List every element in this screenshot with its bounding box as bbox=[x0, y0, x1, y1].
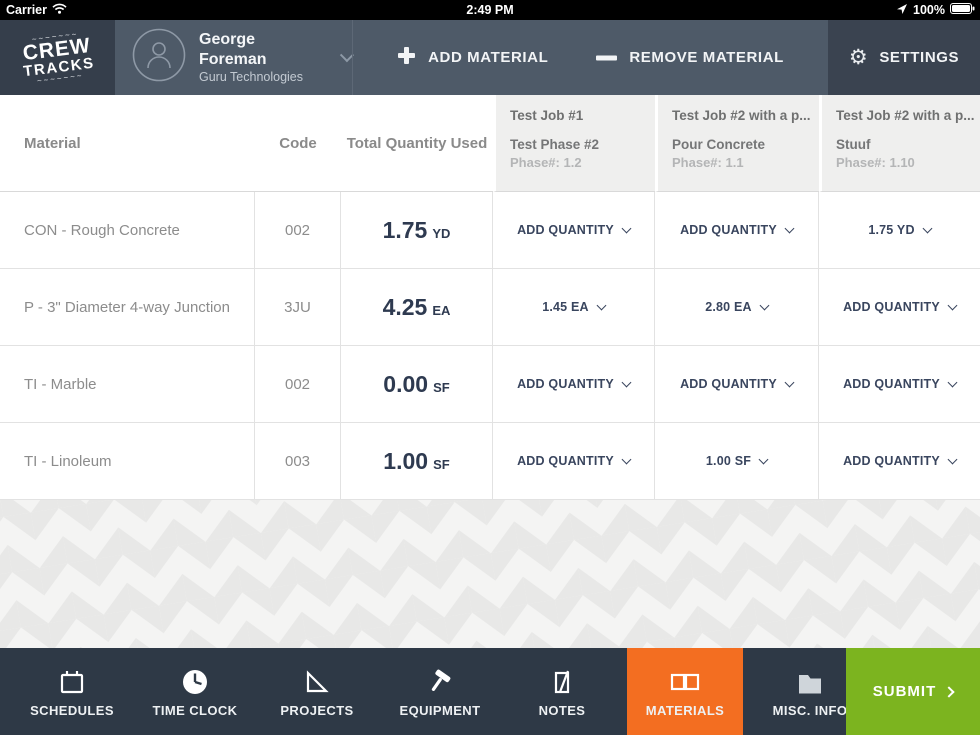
carrier-label: Carrier bbox=[6, 3, 47, 17]
nav-item-projects[interactable]: PROJECTS bbox=[256, 648, 378, 735]
material-code: 002 bbox=[255, 192, 341, 269]
submit-button[interactable]: SUBMIT bbox=[846, 648, 980, 735]
chevron-down-icon bbox=[759, 300, 770, 310]
chevron-down-icon bbox=[596, 300, 607, 310]
chevron-down-icon bbox=[621, 223, 632, 233]
chevron-right-icon bbox=[943, 685, 955, 698]
chevron-down-icon bbox=[784, 223, 795, 233]
add-material-button[interactable]: ADD MATERIAL bbox=[397, 46, 548, 69]
quantity-dropdown[interactable]: ADD QUANTITY bbox=[493, 423, 655, 500]
column-header-material: Material bbox=[0, 95, 255, 192]
quantity-dropdown[interactable]: ADD QUANTITY bbox=[655, 192, 819, 269]
header-actions: ADD MATERIAL REMOVE MATERIAL bbox=[353, 20, 828, 95]
quantity-dropdown[interactable]: 1.00 SF bbox=[655, 423, 819, 500]
user-name: George Foreman bbox=[199, 30, 267, 68]
quantity-dropdown[interactable]: ADD QUANTITY bbox=[819, 423, 980, 500]
battery-percent: 100% bbox=[913, 3, 945, 17]
total-quantity: 4.25 EA bbox=[341, 269, 493, 346]
column-header-job-2[interactable]: Test Job #2 with a p... Pour Concrete Ph… bbox=[655, 95, 819, 192]
app-header: ~~~~~~~ CREW TRACKS ~~~~~~~ George Forem… bbox=[0, 20, 980, 95]
crewtracks-logo[interactable]: ~~~~~~~ CREW TRACKS ~~~~~~~ bbox=[0, 20, 115, 95]
nav-item-equipment[interactable]: EQUIPMENT bbox=[379, 648, 501, 735]
gear-icon: ⚙ bbox=[848, 45, 869, 69]
chevron-down-icon bbox=[621, 454, 632, 464]
notes-pencil-icon bbox=[547, 665, 577, 697]
material-name: TI - Marble bbox=[0, 346, 255, 423]
hammer-icon bbox=[425, 665, 455, 697]
table-body: CON - Rough Concrete 002 1.75 YD ADD QUAN… bbox=[0, 192, 980, 500]
chevron-down-icon bbox=[922, 223, 933, 233]
nav-item-time-clock[interactable]: TIME CLOCK bbox=[134, 648, 256, 735]
chevron-down-icon bbox=[947, 377, 958, 387]
user-company: Guru Technologies bbox=[199, 69, 304, 84]
logo-text: ~~~~~~~ CREW TRACKS ~~~~~~~ bbox=[19, 29, 96, 85]
total-quantity: 1.75 YD bbox=[341, 192, 493, 269]
wifi-icon bbox=[52, 3, 67, 17]
material-name: P - 3" Diameter 4-way Junction bbox=[0, 269, 255, 346]
nav-item-misc-info[interactable]: MISC. INFO bbox=[749, 648, 871, 735]
quantity-dropdown[interactable]: 1.45 EA bbox=[493, 269, 655, 346]
column-header-total-quantity: Total Quantity Used bbox=[341, 95, 493, 192]
total-quantity: 0.00 SF bbox=[341, 346, 493, 423]
quantity-dropdown[interactable]: ADD QUANTITY bbox=[819, 269, 980, 346]
calendar-icon bbox=[57, 665, 87, 697]
material-name: TI - Linoleum bbox=[0, 423, 255, 500]
nav-item-notes[interactable]: NOTES bbox=[501, 648, 623, 735]
settings-button[interactable]: ⚙ SETTINGS bbox=[828, 20, 980, 95]
chevron-down-icon bbox=[947, 454, 958, 464]
header-divider bbox=[352, 20, 353, 95]
quantity-dropdown[interactable]: 2.80 EA bbox=[655, 269, 819, 346]
bottom-nav: SCHEDULES TIME CLOCK PROJECTS EQUIPMENT … bbox=[0, 648, 980, 735]
remove-icon bbox=[596, 49, 618, 66]
total-quantity: 1.00 SF bbox=[341, 423, 493, 500]
clock-time: 2:49 PM bbox=[466, 3, 514, 17]
folder-icon bbox=[794, 665, 826, 697]
quantity-dropdown[interactable]: ADD QUANTITY bbox=[655, 346, 819, 423]
user-menu[interactable]: George Foreman Guru Technologies bbox=[115, 20, 355, 95]
location-icon bbox=[896, 3, 908, 18]
material-code: 3JU bbox=[255, 269, 341, 346]
table-header-row: Material Code Total Quantity Used Test J… bbox=[0, 95, 980, 192]
chevron-down-icon bbox=[947, 300, 958, 310]
chevron-down-icon bbox=[621, 377, 632, 387]
column-header-job-1[interactable]: Test Job #1 Test Phase #2 Phase#: 1.2 bbox=[493, 95, 655, 192]
nav-item-schedules[interactable]: SCHEDULES bbox=[11, 648, 133, 735]
nav-item-materials[interactable]: MATERIALS bbox=[627, 648, 743, 735]
column-header-job-3[interactable]: Test Job #2 with a p... Stuuf Phase#: 1.… bbox=[819, 95, 980, 192]
quantity-dropdown[interactable]: 1.75 YD bbox=[819, 192, 980, 269]
avatar bbox=[132, 28, 186, 87]
chevron-down-icon bbox=[784, 377, 795, 387]
remove-material-button[interactable]: REMOVE MATERIAL bbox=[596, 49, 784, 66]
clock-icon bbox=[180, 665, 210, 697]
quantity-dropdown[interactable]: ADD QUANTITY bbox=[493, 192, 655, 269]
material-code: 003 bbox=[255, 423, 341, 500]
open-book-icon bbox=[669, 665, 701, 697]
chevron-down-icon bbox=[758, 454, 769, 464]
set-square-icon bbox=[302, 665, 332, 697]
materials-table: Material Code Total Quantity Used Test J… bbox=[0, 95, 980, 500]
material-code: 002 bbox=[255, 346, 341, 423]
background-pattern bbox=[0, 500, 980, 648]
battery-icon bbox=[950, 3, 975, 17]
add-icon bbox=[397, 46, 416, 69]
status-bar: Carrier 2:49 PM 100% bbox=[0, 0, 980, 20]
quantity-dropdown[interactable]: ADD QUANTITY bbox=[819, 346, 980, 423]
material-name: CON - Rough Concrete bbox=[0, 192, 255, 269]
quantity-dropdown[interactable]: ADD QUANTITY bbox=[493, 346, 655, 423]
column-header-code: Code bbox=[255, 95, 341, 192]
